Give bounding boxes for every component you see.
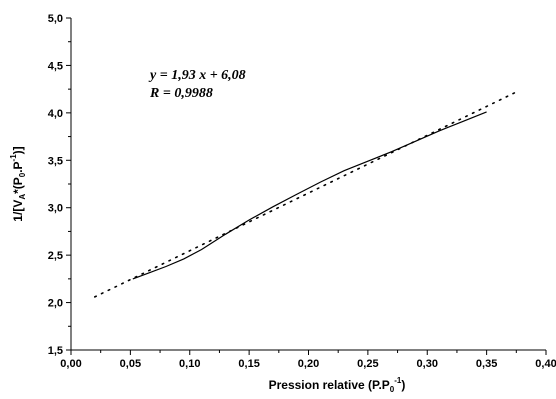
y-axis-label-sub-0: 0	[18, 172, 27, 177]
x-tick-label: 0,20	[298, 358, 319, 370]
x-tick-label: 0,15	[238, 358, 259, 370]
y-tick-label: 2,0	[48, 298, 63, 310]
x-tick-label: 0,00	[60, 358, 81, 370]
x-axis-label-sub: 0	[390, 385, 395, 394]
x-axis-label-main: Pression relative (P.P	[269, 378, 390, 392]
x-axis-label-end: )	[401, 378, 405, 392]
y-axis-label-sup: -1	[9, 154, 18, 162]
y-axis-label-mid: *(P	[11, 177, 25, 194]
y-tick-label: 4,0	[48, 108, 63, 120]
y-axis-label-sub-a: A	[18, 194, 27, 200]
y-tick-label: 4,5	[48, 60, 63, 72]
x-axis-label: Pression relative (P.P0-1)	[269, 376, 406, 394]
equation-annotation: y = 1,93 x + 6,08	[148, 68, 246, 83]
y-axis-label-main: 1/[V	[11, 200, 25, 222]
x-axis-label-sup: -1	[394, 376, 402, 385]
y-tick-label: 2,5	[48, 250, 63, 262]
series-group	[94, 91, 518, 298]
x-tick-label: 0,05	[120, 358, 141, 370]
data-line-solid	[132, 111, 487, 280]
x-tick-label: 0,10	[179, 358, 200, 370]
r-annotation: R = 0,9988	[149, 86, 213, 101]
ticks: 0,00 0,05 0,10 0,15 0,20 0,25 0,30 0,35 0,40 1,5 2…	[48, 13, 556, 370]
y-tick-label: 5,0	[48, 13, 63, 25]
x-tick-label: 0,40	[535, 358, 556, 370]
y-axis-label-mid2: .P	[11, 161, 25, 172]
x-tick-label: 0,35	[476, 358, 497, 370]
y-tick-label: 3,5	[48, 155, 63, 167]
axes	[70, 18, 546, 351]
y-tick-label: 1,5	[48, 345, 63, 357]
fit-line-dotted	[94, 91, 518, 298]
x-tick-label: 0,25	[357, 358, 378, 370]
x-tick-label: 0,30	[417, 358, 438, 370]
y-tick-label: 3,0	[48, 203, 63, 215]
y-axis-label-end: )]	[11, 146, 25, 154]
y-axis-label: 1/[VA*(P0.P-1)]	[9, 146, 27, 221]
